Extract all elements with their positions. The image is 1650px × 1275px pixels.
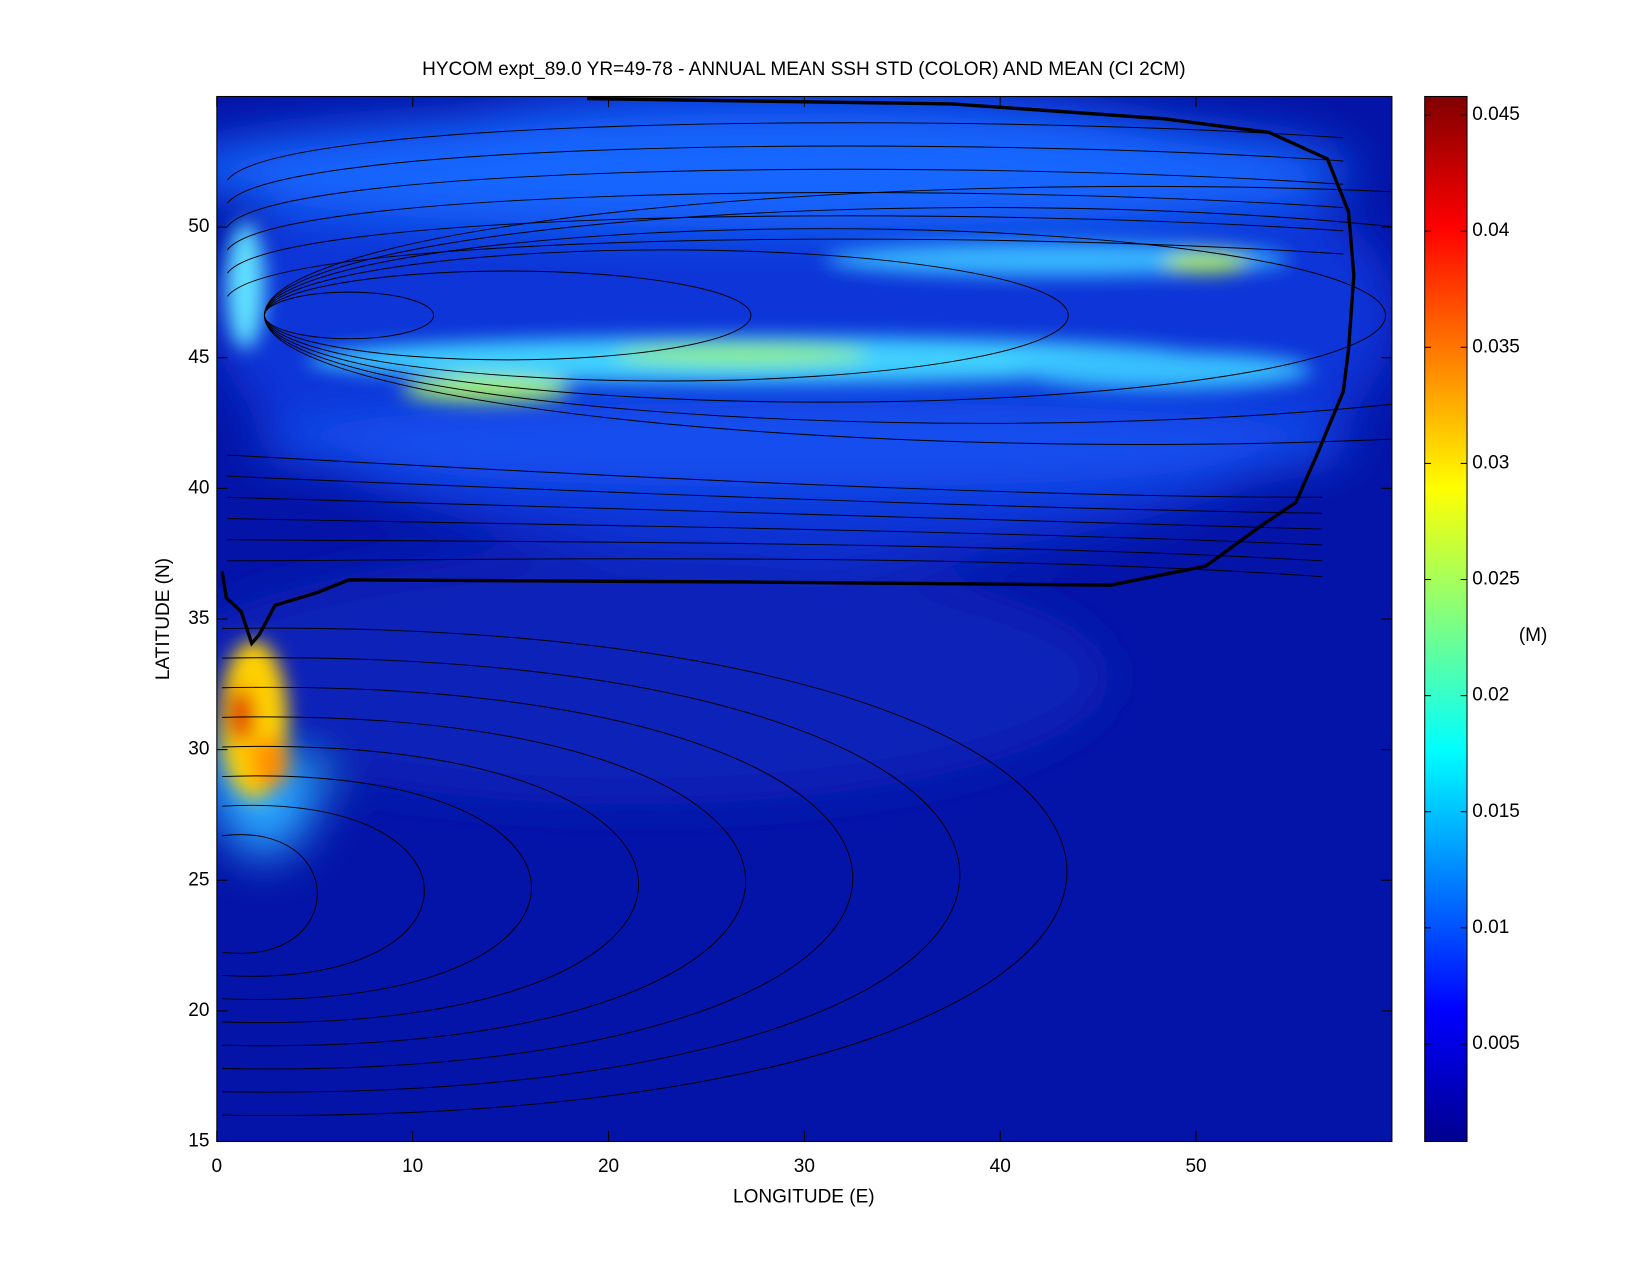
colorbar-tick-label: 0.03 bbox=[1472, 452, 1509, 473]
field-highlights bbox=[220, 222, 1312, 799]
colorbar-tick-label: 0.04 bbox=[1472, 220, 1509, 241]
x-tick-label: 10 bbox=[402, 1156, 423, 1177]
y-tick-label: 20 bbox=[188, 1000, 209, 1021]
contour-line bbox=[222, 716, 747, 1047]
contour-line bbox=[227, 215, 1344, 274]
y-tick-label: 40 bbox=[188, 477, 209, 498]
x-tick-label: 50 bbox=[1185, 1156, 1206, 1177]
contour-line bbox=[227, 122, 1344, 181]
colorbar-tick-label: 0.045 bbox=[1472, 104, 1520, 125]
contour-line bbox=[227, 496, 1323, 530]
contour-line bbox=[227, 454, 1323, 498]
y-axis-label: LATITUDE (N) bbox=[153, 558, 174, 680]
contours bbox=[222, 122, 1392, 1116]
colorbar-label: (M) bbox=[1519, 625, 1548, 646]
contour-line bbox=[222, 834, 318, 954]
colorbar-tick-label: 0.035 bbox=[1472, 336, 1520, 357]
y-tick-label: 15 bbox=[188, 1131, 209, 1152]
contour-line bbox=[222, 775, 532, 1000]
zero-contour bbox=[220, 96, 1356, 647]
contour-line bbox=[222, 686, 854, 1070]
y-tick-label: 45 bbox=[188, 347, 209, 368]
contour-line bbox=[264, 185, 1392, 445]
contour-line bbox=[227, 168, 1344, 227]
x-tick-label: 0 bbox=[212, 1156, 223, 1177]
contour-line bbox=[222, 745, 640, 1024]
contour-line bbox=[227, 539, 1323, 562]
contour-line bbox=[227, 145, 1344, 204]
colorbar bbox=[1424, 95, 1468, 1143]
y-tick-label: 35 bbox=[188, 608, 209, 629]
colorbar-tick-label: 0.005 bbox=[1472, 1033, 1520, 1054]
x-tick-label: 30 bbox=[794, 1156, 815, 1177]
contour-line bbox=[222, 627, 1068, 1116]
contour-line bbox=[222, 804, 425, 977]
chart-title: HYCOM expt_89.0 YR=49-78 - ANNUAL MEAN S… bbox=[422, 59, 1185, 80]
y-tick-label: 25 bbox=[188, 869, 209, 890]
x-tick-label: 40 bbox=[990, 1156, 1011, 1177]
contour-line bbox=[227, 192, 1344, 251]
y-tick-label: 50 bbox=[188, 216, 209, 237]
colorbar-tick-label: 0.02 bbox=[1472, 685, 1509, 706]
contour-line bbox=[227, 238, 1344, 297]
contour-line bbox=[227, 475, 1323, 514]
colorbar-tick-label: 0.025 bbox=[1472, 569, 1520, 590]
y-tick-label: 30 bbox=[188, 739, 209, 760]
x-tick-label: 20 bbox=[598, 1156, 619, 1177]
field bbox=[216, 96, 1392, 1142]
contour-line bbox=[227, 518, 1323, 546]
contour-line bbox=[227, 558, 1323, 578]
x-axis-label: LONGITUDE (E) bbox=[733, 1187, 875, 1208]
contour-line bbox=[222, 657, 961, 1093]
colorbar-tick-label: 0.015 bbox=[1472, 801, 1520, 822]
colorbar-tick-label: 0.01 bbox=[1472, 917, 1509, 938]
